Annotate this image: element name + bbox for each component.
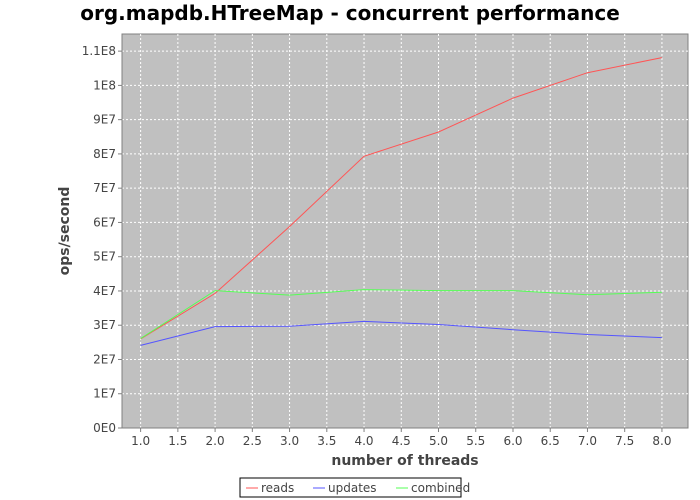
x-axis-ticks: 1.0 1.5 2.0 2.5 3.0 3.5 4.0 4.5 5.0 5.5 6.0 6.5 7.0 7… [131,428,671,448]
legend-label-combined: combined [411,481,470,495]
series-line-combined [140,289,662,340]
grid-lines [122,34,688,428]
y-axis-ticks: 0E0 1E7 2E7 3E7 4E7 5E7 6E7 7E7 8E7 9E7 1E8 1.1E8 [82,44,122,435]
x-axis-label: number of threads [331,453,478,469]
legend-label-reads: reads [261,481,294,495]
plot-area [121,33,689,429]
series-line-reads [140,57,662,340]
chart-title: org.mapdb.HTreeMap - concurrent performa… [80,1,620,25]
y-tick-label: 0E0 [93,421,116,435]
x-tick-label: 2.0 [206,434,225,448]
x-tick-label: 6.0 [503,434,522,448]
legend: reads updates combined [239,477,470,498]
y-tick-label: 1E8 [93,78,116,92]
x-tick-label: 2.5 [243,434,262,448]
series-lines [140,57,662,346]
x-tick-label: 4.0 [354,434,373,448]
y-tick-label: 4E7 [93,284,116,298]
x-tick-label: 7.5 [615,434,634,448]
legend-box [239,477,462,498]
y-tick-label: 8E7 [93,147,116,161]
axes [121,34,688,429]
y-axis-label: ops/second [57,187,73,276]
y-tick-label: 1.1E8 [82,44,116,58]
x-tick-label: 3.5 [317,434,336,448]
y-tick-label: 9E7 [93,113,116,127]
y-tick-label: 5E7 [93,250,116,264]
x-tick-label: 3.0 [280,434,299,448]
y-tick-label: 3E7 [93,318,116,332]
y-tick-label: 7E7 [93,181,116,195]
x-tick-label: 4.5 [392,434,411,448]
x-tick-label: 7.0 [578,434,597,448]
legend-label-updates: updates [328,481,377,495]
y-tick-label: 1E7 [93,387,116,401]
x-tick-label: 5.5 [466,434,485,448]
series-line-updates [140,320,662,346]
x-tick-label: 8.0 [652,434,671,448]
y-tick-label: 2E7 [93,352,116,366]
x-tick-label: 1.0 [131,434,150,448]
y-tick-label: 6E7 [93,215,116,229]
x-tick-label: 1.5 [168,434,187,448]
x-tick-label: 6.5 [541,434,560,448]
x-tick-label: 5.0 [429,434,448,448]
